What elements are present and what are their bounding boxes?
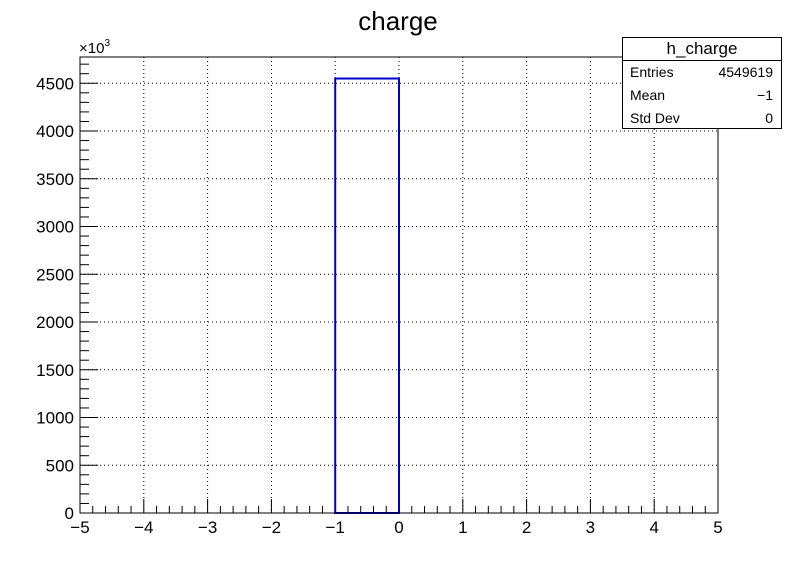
stats-title: h_charge	[623, 38, 781, 61]
histogram-bars	[334, 77, 401, 515]
x-tick-label: −4	[134, 518, 153, 537]
stats-value: 4549619	[718, 64, 773, 80]
stats-label: Std Dev	[630, 110, 680, 126]
y-tick-label: 3500	[36, 170, 74, 189]
x-tick-label: 4	[649, 518, 658, 537]
x-tick-labels: −5 −4 −3 −2 −1 0 1 2 3 4 5	[70, 518, 722, 537]
y-multiplier-base: ×10	[79, 40, 104, 57]
stats-row-mean: Mean −1	[623, 84, 781, 107]
histogram-bin	[334, 77, 401, 515]
stats-row-std-dev: Std Dev 0	[623, 107, 781, 130]
y-tick-labels: 0 500 1000 1500 2000 2500 3000 3500 4000 4500	[36, 74, 74, 523]
stats-value: −1	[757, 87, 773, 103]
stats-value: 0	[765, 110, 773, 126]
plot-frame	[79, 56, 719, 514]
y-tick-label: 500	[46, 456, 74, 475]
stats-label: Mean	[630, 87, 666, 103]
y-tick-label: 2500	[36, 265, 74, 284]
x-tick-label: 0	[394, 518, 403, 537]
chart-title: charge	[358, 6, 438, 36]
y-tick-label: 4500	[36, 74, 74, 93]
x-tick-label: 5	[713, 518, 722, 537]
x-tick-label: −3	[198, 518, 217, 537]
x-tick-label: −2	[262, 518, 281, 537]
y-tick-label: 3000	[36, 218, 74, 237]
stats-row-entries: Entries 4549619	[623, 61, 781, 84]
stats-box: h_charge Entries 4549619 Mean −1 Std Dev…	[622, 37, 782, 129]
y-tick-label: 2000	[36, 313, 74, 332]
y-tick-label: 0	[65, 504, 74, 523]
y-tick-label: 1000	[36, 409, 74, 428]
y-multiplier-label: ×103	[79, 38, 110, 57]
x-tick-label: 3	[586, 518, 595, 537]
x-tick-label: −1	[326, 518, 345, 537]
x-tick-label: 2	[522, 518, 531, 537]
y-tick-label: 1500	[36, 361, 74, 380]
y-tick-label: 4000	[36, 122, 74, 141]
x-tick-label: −5	[70, 518, 89, 537]
y-multiplier-exponent: 3	[104, 38, 110, 49]
stats-label: Entries	[630, 64, 674, 80]
x-tick-label: 1	[458, 518, 467, 537]
